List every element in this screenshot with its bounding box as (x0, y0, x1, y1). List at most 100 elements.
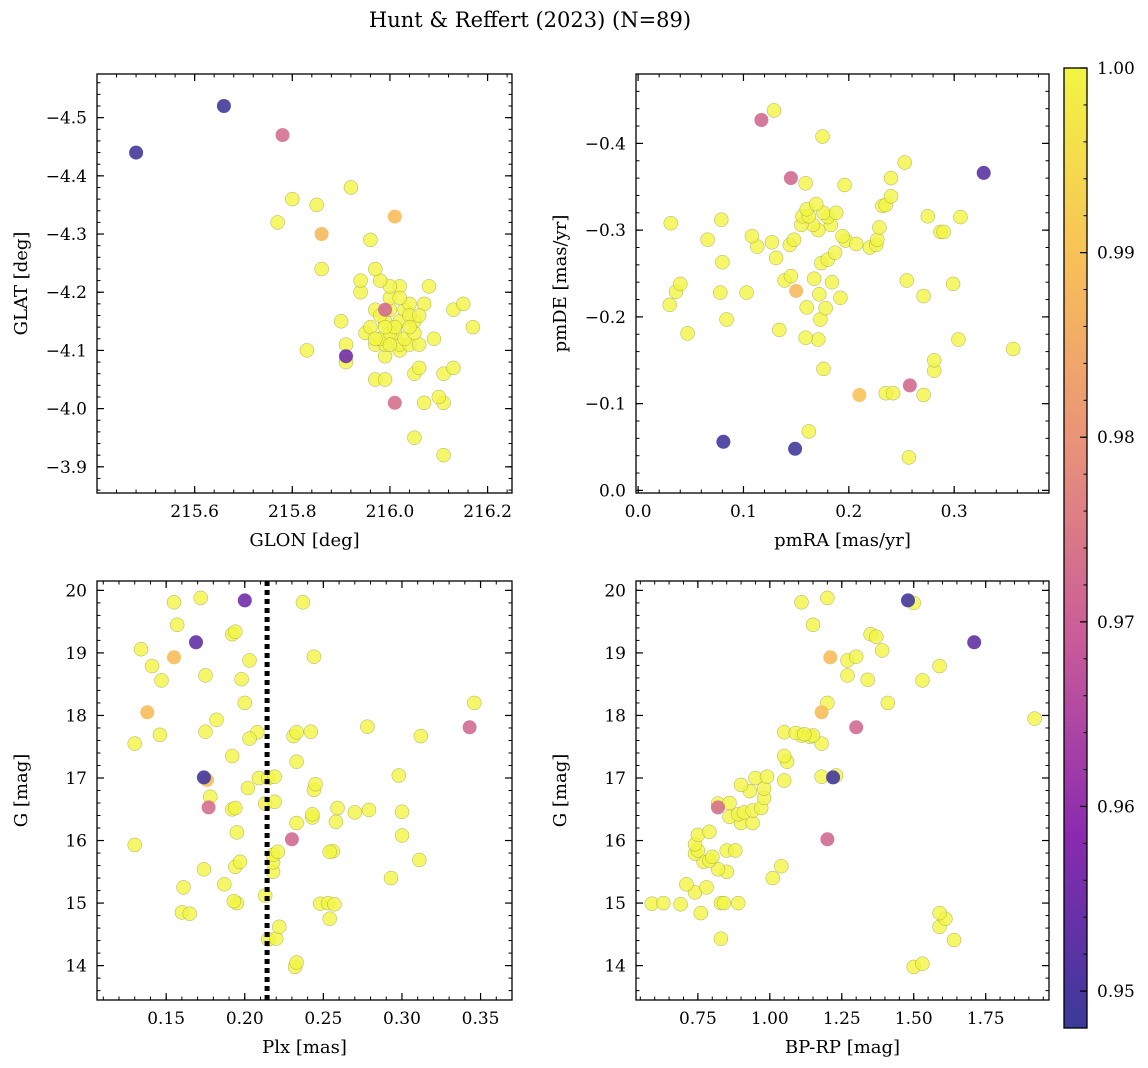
axes-frame (635, 73, 1050, 494)
data-point (711, 800, 725, 815)
data-point (426, 331, 442, 347)
data-point (699, 880, 714, 895)
data-point (872, 220, 887, 235)
data-point (216, 99, 231, 113)
colorbar-tick-label: 0.98 (1097, 428, 1135, 448)
data-point (713, 285, 728, 300)
x-tick-label: 0.20 (226, 1009, 264, 1029)
x-tick-label: 0.15 (147, 1009, 185, 1029)
data-point (673, 897, 688, 912)
data-point (798, 330, 813, 345)
x-tick-label: 0.75 (679, 1009, 717, 1029)
data-point (140, 705, 155, 720)
data-point (133, 641, 149, 657)
data-point (234, 671, 249, 687)
data-point (806, 271, 822, 286)
data-point (840, 668, 855, 683)
y-tick-label: −4.2 (46, 283, 87, 303)
data-point (705, 849, 720, 865)
data-point (815, 129, 830, 144)
data-point (289, 725, 304, 740)
data-point (860, 672, 875, 688)
y-tick-label: 15 (604, 894, 626, 914)
data-point (848, 649, 864, 664)
data-point (976, 165, 991, 180)
x-axis-label: Plx [mas] (262, 1037, 347, 1058)
data-point (224, 748, 240, 764)
data-point (360, 719, 375, 734)
data-point (700, 232, 715, 247)
y-tick-label: 0.0 (599, 481, 626, 501)
data-point (852, 388, 867, 402)
data-point (823, 650, 838, 665)
data-point (662, 297, 677, 313)
data-point (783, 268, 799, 284)
data-point (314, 227, 329, 241)
x-tick-label: 0.0 (625, 502, 652, 522)
data-point (330, 800, 345, 816)
data-point (196, 770, 211, 785)
data-point (808, 196, 824, 212)
data-point (306, 649, 322, 664)
data-point (465, 319, 481, 335)
data-point (299, 343, 315, 358)
data-point (799, 300, 814, 315)
x-tick-label: 0.2 (835, 502, 862, 522)
data-point (797, 726, 812, 742)
data-point (383, 870, 399, 886)
data-point (1027, 711, 1042, 726)
data-point (897, 155, 912, 170)
axes-frame (96, 73, 513, 494)
data-point (719, 312, 734, 327)
data-point (744, 228, 760, 244)
data-point (901, 450, 917, 465)
data-point (285, 191, 300, 207)
data-point (322, 844, 337, 860)
data-point (710, 862, 726, 877)
data-point (378, 302, 393, 317)
data-point (870, 232, 885, 247)
data-point (848, 236, 864, 252)
data-point (901, 593, 915, 608)
y-tick-label: −3.9 (46, 458, 87, 478)
y-tick-label: −4.0 (46, 400, 87, 420)
data-point (368, 331, 383, 347)
data-point (392, 290, 407, 306)
x-tick-label: 216.0 (366, 502, 415, 522)
data-point (198, 668, 213, 683)
data-point (270, 215, 285, 230)
panel-pmra-pmde: 0.0 0.1 0.2 0.3 0.0 −0.1 −0.2 −0.3 −0.4 pmRA [mas… (550, 73, 1050, 551)
data-point (127, 736, 142, 751)
x-tick-label: 215.6 (170, 502, 219, 522)
data-point (267, 794, 282, 810)
data-point (167, 650, 181, 665)
data-point (284, 832, 299, 847)
data-point (421, 279, 437, 294)
y-tick-label: 18 (604, 706, 626, 726)
data-point (820, 590, 835, 606)
data-point (413, 728, 429, 744)
data-point (387, 395, 402, 410)
data-point (759, 769, 775, 784)
data-point (673, 276, 688, 292)
data-point (946, 932, 962, 948)
data-point (289, 955, 304, 970)
data-point (789, 283, 804, 298)
x-tick-label: 1.00 (751, 1009, 789, 1029)
y-tick-label: 19 (65, 644, 87, 664)
y-tick-label: 16 (65, 832, 87, 852)
data-point (228, 800, 243, 816)
y-tick-label: 20 (604, 581, 626, 601)
data-point (883, 189, 899, 204)
data-point (776, 773, 792, 788)
data-point (431, 389, 447, 405)
data-point (412, 852, 427, 868)
x-axis-label: pmRA [mas/yr] (774, 530, 911, 551)
data-point (915, 956, 930, 971)
data-point (176, 880, 191, 895)
axes-frame (635, 580, 1050, 1001)
data-point (824, 274, 840, 290)
data-point (391, 768, 407, 783)
data-point (739, 285, 754, 300)
colorbar-tick-label: 0.96 (1097, 797, 1135, 817)
